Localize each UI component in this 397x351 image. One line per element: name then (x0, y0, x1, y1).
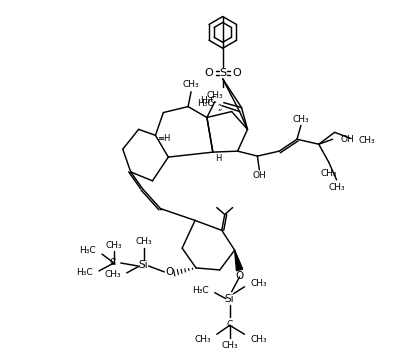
Text: CH₃: CH₃ (251, 335, 267, 344)
Text: OH: OH (341, 135, 354, 144)
Text: H₃C: H₃C (197, 99, 214, 108)
Text: CH₃: CH₃ (293, 115, 309, 124)
Text: H₃C: H₃C (192, 286, 209, 295)
Text: CH₃: CH₃ (104, 270, 121, 279)
Text: ≡H: ≡H (157, 134, 170, 143)
Text: S: S (219, 68, 226, 78)
Text: H₃C: H₃C (79, 246, 96, 254)
Text: CH₃: CH₃ (194, 335, 211, 344)
Text: ,,: ,, (217, 103, 223, 112)
Text: OH: OH (252, 171, 266, 180)
Text: O: O (204, 68, 213, 78)
Text: C: C (227, 320, 233, 329)
Text: CH₃: CH₃ (206, 91, 223, 100)
Text: CH₃: CH₃ (222, 341, 238, 350)
Text: H: H (216, 154, 222, 163)
Text: H₃C: H₃C (200, 96, 217, 105)
Text: CH₃: CH₃ (328, 183, 345, 192)
Text: CH₃: CH₃ (320, 170, 337, 178)
Text: CH₃: CH₃ (106, 241, 122, 250)
Text: Si: Si (225, 294, 235, 304)
Text: O: O (165, 267, 173, 277)
Text: CH₃: CH₃ (358, 136, 375, 145)
Polygon shape (235, 250, 243, 271)
Text: CH₃: CH₃ (183, 80, 199, 89)
Text: ,,: ,, (218, 98, 222, 107)
Text: H₃C: H₃C (77, 269, 93, 277)
Text: C: C (110, 258, 116, 267)
Text: Si: Si (139, 260, 148, 270)
Text: CH₃: CH₃ (135, 237, 152, 246)
Text: O: O (232, 68, 241, 78)
Text: O: O (235, 271, 244, 281)
Text: CH₃: CH₃ (251, 279, 267, 288)
